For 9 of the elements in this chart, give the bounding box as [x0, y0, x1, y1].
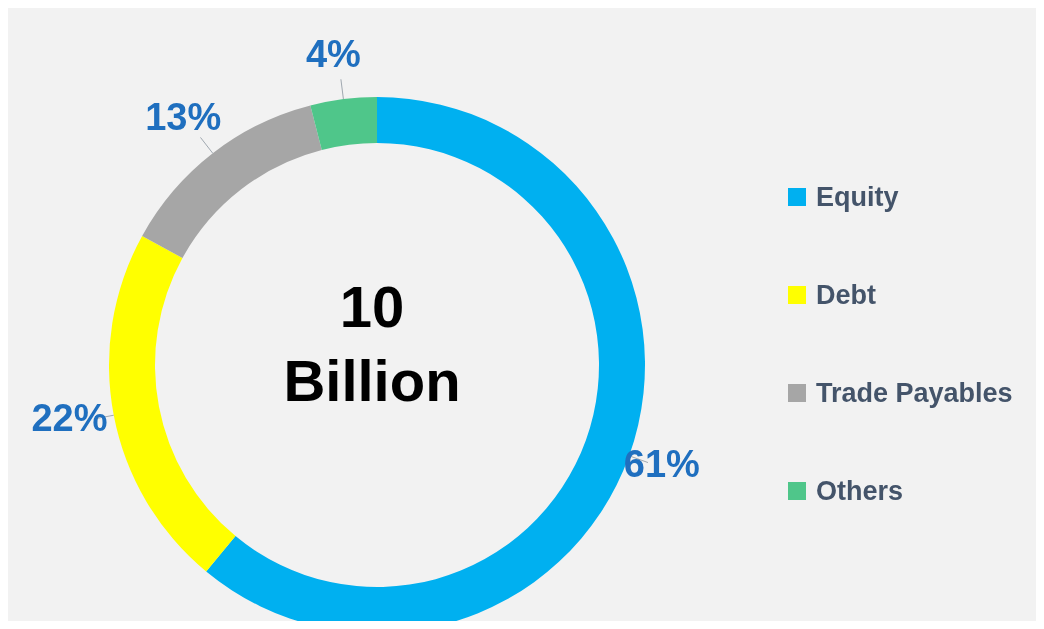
data-label: 13% — [145, 95, 222, 138]
data-label: 22% — [31, 396, 108, 439]
data-label: 4% — [305, 33, 361, 76]
legend-label: Equity — [816, 181, 899, 213]
legend-label: Debt — [816, 279, 876, 311]
text: 10 Billion — [282, 273, 462, 415]
legend-label: Trade Payables — [816, 377, 1013, 409]
data-label: 61% — [623, 443, 700, 486]
legend-label: Others — [816, 475, 904, 507]
